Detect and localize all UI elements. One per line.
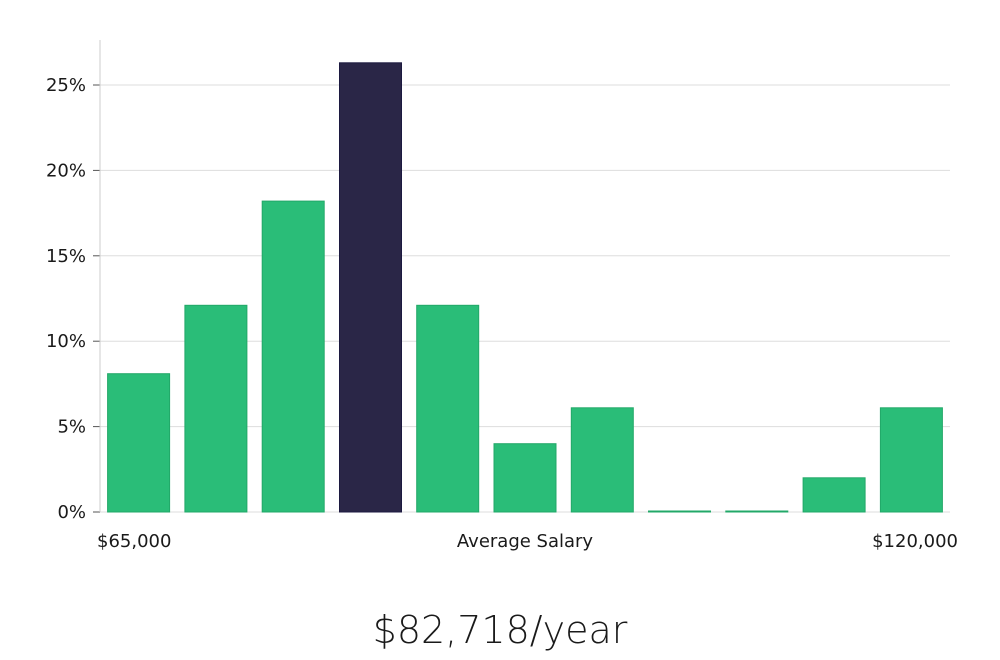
- bar-highlight: [339, 62, 402, 513]
- bar: [261, 200, 325, 513]
- bar: [493, 443, 557, 513]
- y-tick-labels: 0% 5% 10% 15% 20% 25%: [46, 75, 86, 523]
- x-max-label: $120,000: [872, 531, 958, 552]
- salary-histogram: 0%5%10%15%20%25% $65,000 Average Salary …: [46, 40, 958, 552]
- x-axis-label: Average Salary: [457, 531, 594, 552]
- y-tick-label: 0%: [57, 502, 86, 523]
- y-tick-label: 25%: [46, 75, 86, 96]
- bar: [416, 304, 480, 513]
- bar: [570, 407, 634, 513]
- y-tick-label: 10%: [46, 331, 86, 352]
- x-min-label: $65,000: [97, 531, 171, 552]
- y-tick-label: 15%: [46, 246, 86, 267]
- bar: [107, 373, 171, 513]
- bar: [648, 510, 711, 513]
- y-tick-label: 5%: [57, 417, 86, 438]
- bar: [725, 510, 789, 513]
- average-salary-value: $82,718/year: [372, 608, 628, 652]
- bar: [184, 304, 248, 513]
- bars: [107, 62, 943, 513]
- bar: [802, 477, 866, 513]
- y-tick-label: 20%: [46, 160, 86, 181]
- bar: [879, 407, 943, 513]
